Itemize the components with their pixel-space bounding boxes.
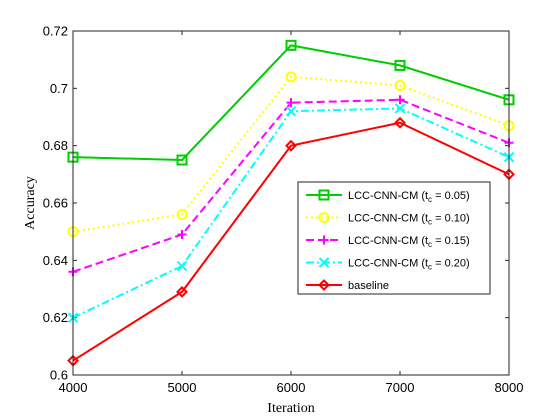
x-tick-label: 7000 xyxy=(386,380,415,395)
x-tick-label: 4000 xyxy=(59,380,88,395)
y-tick-label: 0.62 xyxy=(43,310,68,325)
series-line xyxy=(72,121,510,362)
legend-label-subscript: c xyxy=(428,195,432,204)
x-tick-label: 5000 xyxy=(168,380,197,395)
data-point xyxy=(395,95,405,105)
data-point xyxy=(176,154,188,166)
legend: LCC-CNN-CM (tc = 0.05)LCC-CNN-CM (tc = 0… xyxy=(297,181,491,295)
data-point xyxy=(176,260,188,272)
series-1 xyxy=(67,39,515,166)
legend-label-main: LCC-CNN-CM (t xyxy=(348,213,428,225)
y-axis-label: Accuracy xyxy=(23,176,38,230)
y-tick-label: 0.72 xyxy=(43,24,68,39)
legend-label-text: baseline xyxy=(348,280,389,292)
data-point xyxy=(285,106,297,117)
legend-marker xyxy=(318,212,330,223)
legend-label-subscript: c xyxy=(428,218,432,227)
x-tick-label: 8000 xyxy=(495,380,524,395)
legend-label-main: LCC-CNN-CM (t xyxy=(348,190,428,202)
series-line xyxy=(72,75,510,233)
legend-marker xyxy=(319,235,329,245)
legend-label-main: LCC-CNN-CM (t xyxy=(348,258,428,270)
data-point xyxy=(177,230,187,240)
y-tick-label: 0.68 xyxy=(43,138,68,153)
series-line xyxy=(72,98,510,273)
data-point xyxy=(394,103,406,114)
data-point xyxy=(176,285,188,298)
series-line xyxy=(72,44,510,162)
y-tick-label: 0.6 xyxy=(50,368,68,383)
legend-entry-label: LCC-CNN-CM (tc = 0.15) xyxy=(348,235,470,249)
legend-marker xyxy=(318,189,330,201)
ticks-layer: 4000 5000 6000 7000 8000 0.6 0.62 0.64 0.66 0.68 0… xyxy=(43,24,524,396)
legend-box xyxy=(297,181,491,295)
data-point xyxy=(285,139,297,152)
legend-label-value: = 0.05) xyxy=(432,190,470,202)
legend-entry-label: LCC-CNN-CM (tc = 0.20) xyxy=(348,258,470,272)
legend-label-value: = 0.10) xyxy=(432,213,470,225)
x-tick-label: 6000 xyxy=(277,380,306,395)
data-point xyxy=(285,39,297,51)
y-tick-label: 0.64 xyxy=(43,253,68,268)
legend-entry-label: LCC-CNN-CM (tc = 0.05) xyxy=(348,190,470,204)
y-tick-label: 0.66 xyxy=(43,196,68,211)
legend-label-value: = 0.20) xyxy=(432,258,470,270)
legend-marker xyxy=(318,257,330,268)
data-point xyxy=(394,79,406,91)
data-point xyxy=(394,59,406,71)
plot-frame xyxy=(72,30,510,376)
series-5 xyxy=(67,116,515,367)
data-point xyxy=(285,71,297,83)
x-axis-label: Iteration xyxy=(267,401,314,416)
data-point xyxy=(394,116,406,129)
legend-label-subscript: c xyxy=(428,263,432,272)
data-point xyxy=(286,98,296,108)
legend-label-value: = 0.15) xyxy=(432,235,470,247)
legend-marker xyxy=(318,279,330,291)
legend-label-subscript: c xyxy=(428,240,432,249)
legend-entry-label: LCC-CNN-CM (tc = 0.10) xyxy=(348,213,470,227)
legend-entry-label: baseline xyxy=(348,280,389,292)
legend-label-main: LCC-CNN-CM (t xyxy=(348,235,428,247)
y-tick-label: 0.7 xyxy=(50,81,68,96)
data-point xyxy=(176,208,188,220)
